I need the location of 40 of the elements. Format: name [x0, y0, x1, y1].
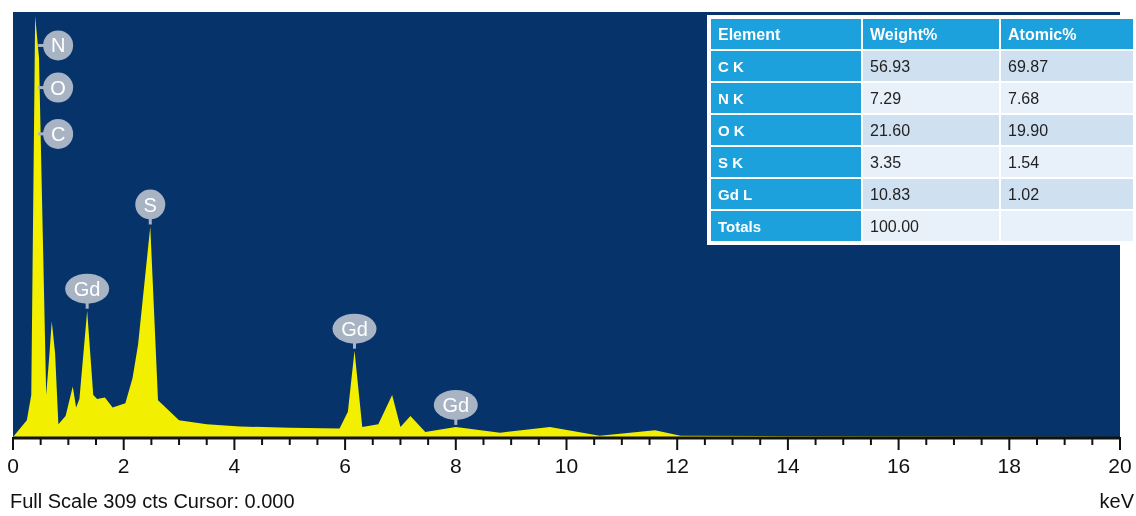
- text: 1.54: [1008, 154, 1040, 171]
- category-label: C K: [718, 58, 744, 75]
- category-label: Gd L: [718, 186, 753, 203]
- x-tick-label: 20: [1108, 454, 1132, 477]
- annotation: Gd: [73, 277, 101, 300]
- annotation: O: [50, 76, 66, 99]
- x-tick-label: 8: [449, 454, 462, 477]
- category-label: Totals: [718, 218, 762, 235]
- text: 56.93: [870, 58, 911, 75]
- text: 3.35: [870, 154, 902, 171]
- category-label: Weight%: [870, 26, 938, 43]
- category-label: S K: [718, 154, 744, 171]
- text: 69.87: [1008, 58, 1049, 75]
- x-tick-label: 2: [117, 454, 130, 477]
- x-tick-label: 6: [339, 454, 351, 477]
- category-label: Atomic%: [1008, 26, 1077, 43]
- category-label: Element: [718, 26, 781, 43]
- x-tick-label: 4: [228, 454, 241, 477]
- text: 10.83: [870, 186, 911, 203]
- x-axis-title: keV: [1099, 490, 1135, 512]
- text: Full Scale 309 cts Cursor: 0.000: [10, 490, 295, 512]
- text: 19.90: [1008, 122, 1049, 139]
- text: 21.60: [870, 122, 911, 139]
- x-tick-label: 18: [997, 454, 1021, 477]
- annotation: Gd: [341, 317, 368, 340]
- annotation: N: [50, 34, 66, 57]
- annotation: C: [50, 122, 66, 145]
- x-tick-label: 10: [554, 454, 579, 477]
- text: 7.68: [1008, 90, 1040, 107]
- x-tick-label: 0: [7, 454, 19, 477]
- text: 7.29: [870, 90, 902, 107]
- annotation: S: [143, 193, 157, 216]
- category-label: O K: [718, 122, 745, 139]
- annotation: Gd: [442, 393, 470, 416]
- text: 1.02: [1008, 186, 1040, 203]
- x-tick-label: 14: [776, 454, 800, 477]
- text: 100.00: [870, 218, 919, 235]
- x-tick-label: 12: [665, 454, 689, 477]
- x-tick-label: 16: [886, 454, 911, 477]
- category-label: N K: [718, 90, 744, 107]
